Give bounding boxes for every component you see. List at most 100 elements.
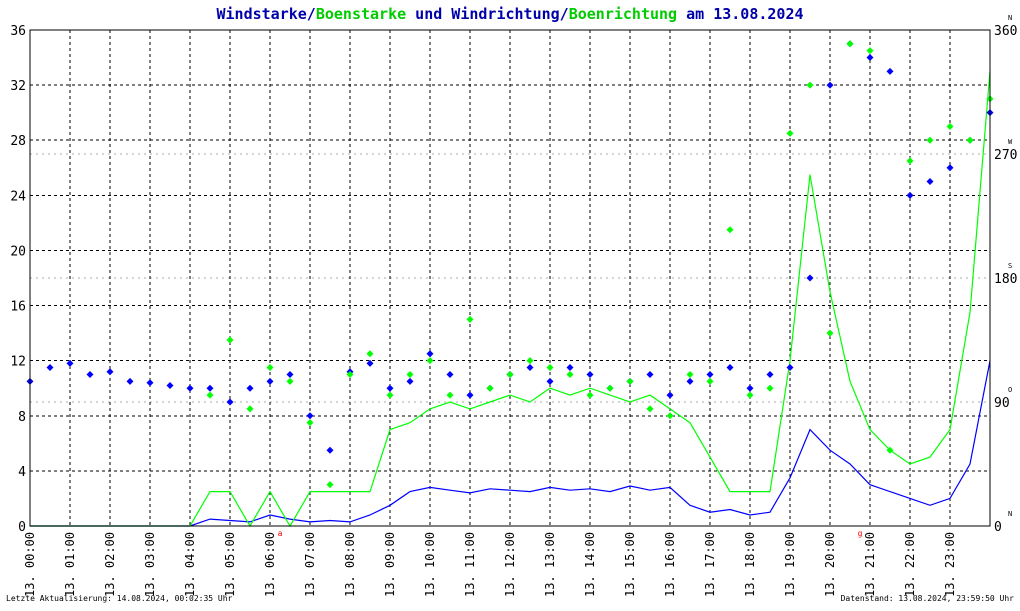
y-left-tick-label: 32 <box>10 79 26 94</box>
x-marker-6h: a <box>278 529 283 538</box>
x-tick-label: 13. 22:00 <box>903 532 917 597</box>
data-point <box>646 405 654 413</box>
data-point <box>786 364 794 372</box>
x-tick-label: 13. 20:00 <box>823 532 837 597</box>
data-point <box>166 381 174 389</box>
data-point <box>546 377 554 385</box>
x-tick-label: 13. 00:00 <box>23 532 37 597</box>
title-separator-1: / <box>307 5 316 23</box>
series-boenrichtung <box>206 40 994 489</box>
data-point <box>946 164 954 172</box>
y-right-tick-label: 270 <box>994 148 1017 163</box>
title-date: am 13.08.2024 <box>677 5 803 23</box>
data-point <box>46 364 54 372</box>
data-point <box>426 357 434 365</box>
data-point <box>786 129 794 137</box>
data-point <box>326 481 334 489</box>
data-point <box>806 81 814 89</box>
x-tick-label: 13. 21:00 <box>863 532 877 597</box>
data-point <box>226 398 234 406</box>
data-point <box>766 384 774 392</box>
grid <box>30 30 990 526</box>
y-right-tick-label: 0 <box>994 520 1002 535</box>
data-point <box>686 377 694 385</box>
data-point <box>766 370 774 378</box>
x-tick-label: 13. 23:00 <box>943 532 957 597</box>
data-point <box>926 136 934 144</box>
data-point <box>426 350 434 358</box>
data-point <box>666 412 674 420</box>
data-point <box>466 391 474 399</box>
title-boenstarke: Boenstarke <box>316 5 406 23</box>
y-left-tick-label: 16 <box>10 300 26 315</box>
data-point <box>206 391 214 399</box>
title-boenrichtung: Boenrichtung <box>569 5 677 23</box>
data-point <box>526 357 534 365</box>
data-point <box>706 377 714 385</box>
x-tick-label: 13. 07:00 <box>303 532 317 597</box>
data-point <box>366 359 374 367</box>
data-point <box>466 315 474 323</box>
data-point <box>926 178 934 186</box>
data-point <box>826 81 834 89</box>
data-point <box>126 377 134 385</box>
data-point <box>406 377 414 385</box>
x-tick-label: 13. 03:00 <box>143 532 157 597</box>
data-point <box>326 446 334 454</box>
footer-last-update: Letzte Aktualisierung: 14.08.2024, 00:02… <box>6 594 233 603</box>
data-point <box>826 329 834 337</box>
data-point <box>266 377 274 385</box>
x-tick-label: 13. 02:00 <box>103 532 117 597</box>
data-point <box>286 377 294 385</box>
data-point <box>346 370 354 378</box>
data-point <box>266 364 274 372</box>
data-point <box>906 191 914 199</box>
chart-title: Windstarke/Boenstarke und Windrichtung/B… <box>216 5 803 23</box>
data-point <box>606 384 614 392</box>
data-point <box>846 40 854 48</box>
direction-label: W <box>1008 138 1013 146</box>
data-point <box>866 54 874 62</box>
x-tick-label: 13. 12:00 <box>503 532 517 597</box>
y-left-tick-label: 8 <box>18 410 26 425</box>
data-point <box>306 412 314 420</box>
data-point <box>446 370 454 378</box>
data-point <box>366 350 374 358</box>
y-right-tick-label: 180 <box>994 272 1017 287</box>
data-point <box>726 364 734 372</box>
data-point <box>586 370 594 378</box>
data-point <box>286 370 294 378</box>
title-separator-2: / <box>560 5 569 23</box>
x-tick-label: 13. 08:00 <box>343 532 357 597</box>
y-right-tick-label: 360 <box>994 24 1017 39</box>
data-point <box>866 47 874 55</box>
data-point <box>546 364 554 372</box>
y-right-tick-label: 90 <box>994 396 1010 411</box>
data-point <box>506 370 514 378</box>
data-point <box>886 67 894 75</box>
title-windrichtung: und Windrichtung <box>406 5 560 23</box>
direction-label: N <box>1008 14 1012 22</box>
data-point <box>66 359 74 367</box>
data-point <box>486 384 494 392</box>
data-point <box>966 136 974 144</box>
data-point <box>746 391 754 399</box>
data-point <box>806 274 814 282</box>
data-point <box>686 370 694 378</box>
x-tick-label: 13. 15:00 <box>623 532 637 597</box>
data-point <box>886 446 894 454</box>
x-tick-label: 13. 11:00 <box>463 532 477 597</box>
x-tick-label: 13. 10:00 <box>423 532 437 597</box>
x-tick-label: 13. 14:00 <box>583 532 597 597</box>
data-point <box>646 370 654 378</box>
y-left-tick-label: 24 <box>10 189 26 204</box>
x-tick-label: 13. 06:00 <box>263 532 277 597</box>
data-point <box>386 391 394 399</box>
x-tick-label: 13. 17:00 <box>703 532 717 597</box>
data-point <box>106 368 114 376</box>
data-point <box>746 384 754 392</box>
y-left-tick-label: 28 <box>10 134 26 149</box>
x-tick-label: 13. 09:00 <box>383 532 397 597</box>
